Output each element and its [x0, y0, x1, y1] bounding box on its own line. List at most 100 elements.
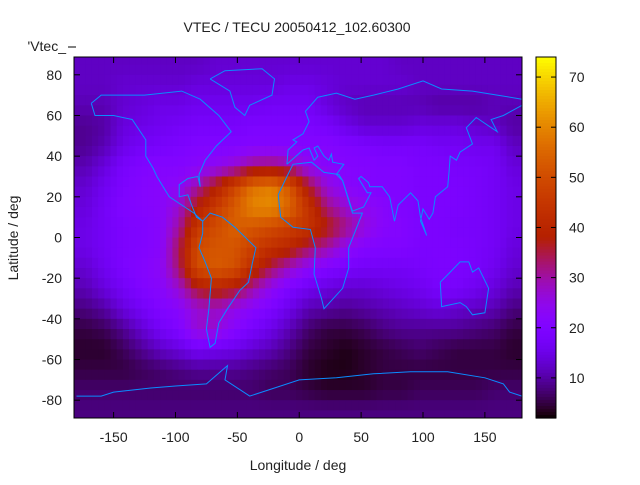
heatmap-cell — [240, 125, 248, 137]
heatmap-cell — [407, 298, 415, 310]
heatmap-cell — [388, 135, 396, 147]
heatmap-cell — [494, 135, 501, 147]
y-tick-label: 40 — [46, 148, 62, 164]
heatmap-cell — [345, 186, 353, 198]
heatmap-cell — [351, 135, 359, 147]
heatmap-cell — [401, 268, 409, 279]
heatmap-cell — [450, 288, 458, 300]
heatmap-cell — [382, 237, 390, 249]
heatmap-cell — [469, 278, 477, 289]
colorbar-segment — [536, 396, 556, 401]
heatmap-cell — [135, 156, 142, 167]
heatmap-cell — [110, 125, 118, 137]
heatmap-cell — [116, 74, 124, 86]
heatmap-cell — [407, 379, 415, 391]
heatmap-cell — [426, 359, 433, 371]
heatmap-cell — [457, 217, 464, 228]
heatmap-cell — [110, 166, 118, 177]
heatmap-cell — [364, 349, 371, 361]
heatmap-cell — [413, 74, 421, 86]
heatmap-cell — [494, 278, 501, 289]
heatmap-cell — [190, 64, 198, 76]
heatmap-cell — [463, 298, 470, 310]
heatmap-cell — [98, 95, 105, 106]
heatmap-cell — [308, 57, 316, 66]
heatmap-cell — [190, 105, 198, 116]
heatmap-cell — [388, 288, 396, 300]
heatmap-cell — [141, 369, 149, 381]
heatmap-cell — [518, 64, 523, 76]
heatmap-cell — [166, 379, 173, 391]
heatmap-cell — [240, 237, 248, 249]
heatmap-cell — [166, 298, 173, 310]
heatmap-cell — [265, 95, 272, 106]
heatmap-cell — [364, 379, 371, 391]
heatmap-cell — [512, 268, 520, 279]
heatmap-cell — [426, 115, 433, 127]
heatmap-cell — [178, 166, 186, 177]
heatmap-cell — [388, 268, 396, 279]
heatmap-cell — [147, 95, 155, 106]
heatmap-cell — [178, 339, 186, 350]
heatmap-cell — [234, 268, 241, 279]
heatmap-cell — [512, 57, 520, 66]
heatmap-cell — [104, 115, 112, 127]
heatmap-cell — [221, 268, 229, 279]
heatmap-cell — [228, 318, 235, 330]
heatmap-cell — [252, 74, 260, 86]
heatmap-cell — [271, 369, 279, 381]
heatmap-cell — [74, 176, 81, 188]
heatmap-cell — [197, 105, 204, 116]
heatmap-cell — [129, 329, 136, 340]
heatmap-cell — [450, 318, 458, 330]
heatmap-cell — [234, 247, 241, 259]
heatmap-cell — [259, 400, 266, 411]
heatmap-cell — [469, 359, 477, 371]
heatmap-cell — [395, 349, 402, 361]
heatmap-cell — [203, 257, 211, 269]
heatmap-cell — [364, 237, 371, 249]
heatmap-cell — [426, 64, 433, 76]
heatmap-cell — [494, 339, 501, 350]
heatmap-cell — [395, 84, 402, 96]
heatmap-cell — [197, 227, 204, 238]
heatmap-cell — [252, 217, 260, 228]
heatmap-cell — [74, 369, 81, 381]
heatmap-cell — [116, 257, 124, 269]
colorbar-segment — [536, 150, 556, 154]
heatmap-cell — [240, 176, 248, 188]
heatmap-cell — [166, 64, 173, 76]
heatmap-cell — [147, 115, 155, 127]
colorbar-segment — [536, 321, 556, 326]
heatmap-cell — [135, 329, 142, 340]
heatmap-cell — [407, 318, 415, 330]
heatmap-cell — [518, 410, 523, 419]
heatmap-cell — [432, 237, 439, 249]
heatmap-cell — [413, 156, 421, 167]
heatmap-cell — [74, 349, 81, 361]
heatmap-cell — [74, 298, 81, 310]
heatmap-cell — [469, 105, 477, 116]
heatmap-cell — [209, 410, 217, 419]
heatmap-cell — [302, 410, 310, 419]
heatmap-cell — [320, 95, 328, 106]
heatmap-cell — [327, 135, 334, 147]
heatmap-cell — [203, 176, 211, 188]
heatmap-cell — [444, 329, 452, 340]
heatmap-cell — [228, 278, 235, 289]
heatmap-cell — [271, 308, 279, 320]
heatmap-cell — [302, 369, 310, 381]
colorbar-tick-label: 50 — [569, 169, 585, 185]
heatmap-cell — [271, 186, 279, 198]
heatmap-cell — [129, 247, 136, 259]
colorbar-segment — [536, 390, 556, 395]
heatmap-cell — [283, 186, 291, 198]
heatmap-cell — [221, 237, 229, 249]
heatmap-cell — [203, 278, 211, 289]
heatmap-cell — [160, 318, 167, 330]
heatmap-cell — [302, 298, 310, 310]
heatmap-cell — [172, 288, 180, 300]
heatmap-cell — [110, 135, 118, 147]
heatmap-cell — [450, 257, 458, 269]
